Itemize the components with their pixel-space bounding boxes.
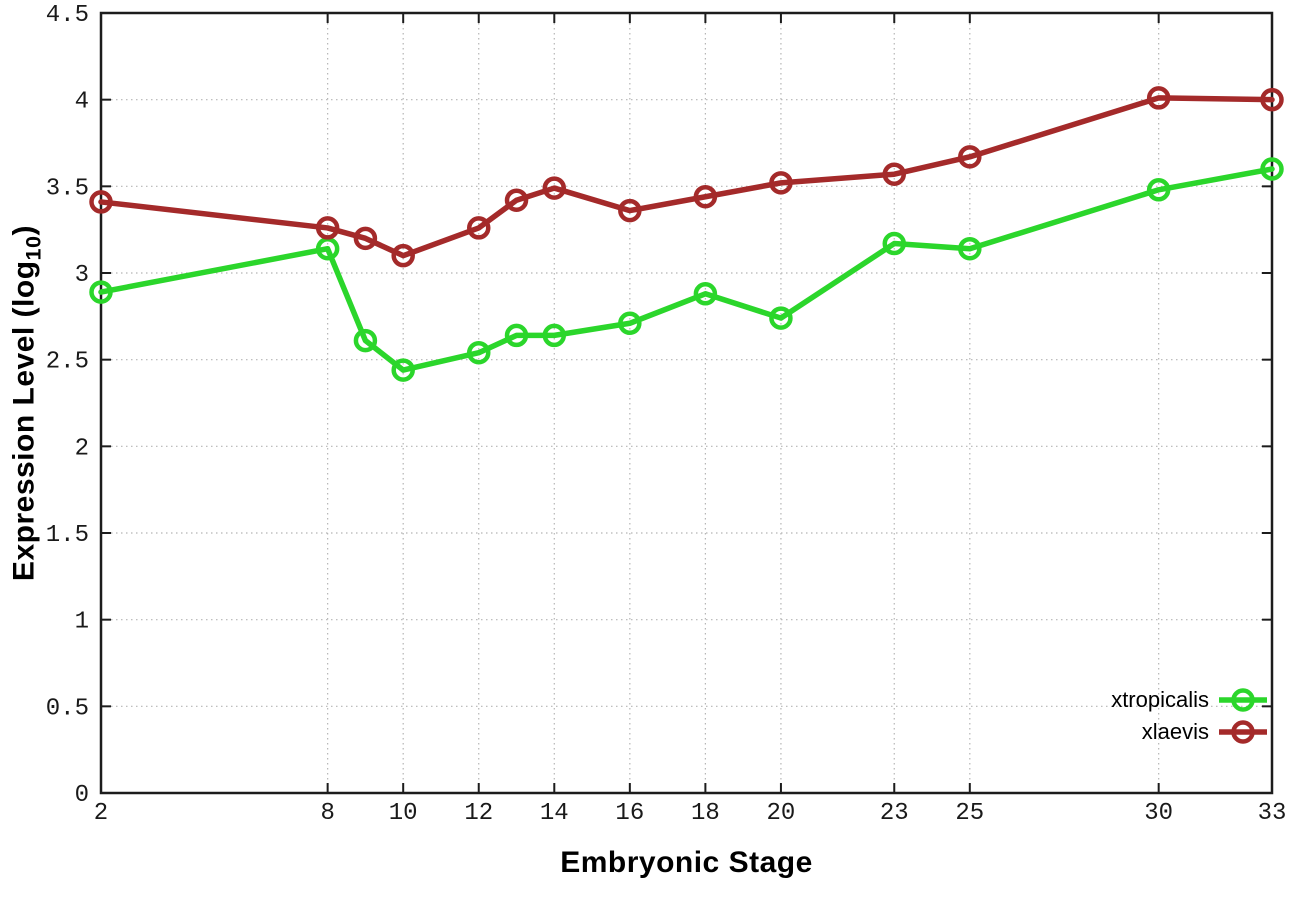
y-axis-title-suffix: ) xyxy=(7,224,41,236)
x-tick-label: 33 xyxy=(1258,800,1287,827)
plot-border xyxy=(99,11,1274,795)
data-point-xlaevis xyxy=(1260,87,1284,112)
line-point-marker-icon xyxy=(1219,687,1267,712)
data-point-xlaevis xyxy=(504,188,529,212)
data-point-xlaevis xyxy=(89,190,113,214)
y-axis-title-subscript: 10 xyxy=(20,235,46,261)
y-axis-title: Expression Level (log10) xyxy=(8,225,47,581)
y-tick-label: 4.5 xyxy=(46,2,89,29)
series-line-xlaevis xyxy=(98,95,1275,259)
data-point-xtropicalis xyxy=(769,306,793,330)
y-tick-label: 1.5 xyxy=(46,522,89,549)
x-tick-label: 14 xyxy=(540,800,569,827)
data-point-xlaevis xyxy=(769,171,793,195)
y-tick-label: 4 xyxy=(75,89,89,116)
y-tick-label: 3.5 xyxy=(46,175,89,202)
data-point-xlaevis xyxy=(618,198,642,223)
data-point-xlaevis xyxy=(353,226,378,251)
y-tick-label: 2 xyxy=(75,435,89,462)
data-point-xlaevis xyxy=(958,145,982,169)
line-point-marker-icon xyxy=(1219,719,1267,744)
y-axis-title-text: Expression Level (log xyxy=(7,260,41,582)
x-tick-label: 30 xyxy=(1144,800,1173,827)
data-point-xtropicalis xyxy=(958,236,982,261)
data-point-xtropicalis xyxy=(391,358,415,382)
data-point-xlaevis xyxy=(542,176,567,200)
data-point-xtropicalis xyxy=(1260,157,1284,181)
x-tick-label: 18 xyxy=(691,800,720,827)
x-tick-label: 8 xyxy=(320,800,334,827)
data-point-xtropicalis xyxy=(504,323,529,348)
x-tick-label: 10 xyxy=(389,800,418,827)
legend-label: xlaevis xyxy=(1141,718,1209,744)
data-point-xtropicalis xyxy=(618,311,642,336)
data-point-xlaevis xyxy=(466,216,491,240)
data-point-xlaevis xyxy=(882,162,907,186)
y-tick-label: 1 xyxy=(75,609,89,636)
x-tick-label: 2 xyxy=(94,800,108,827)
x-tick-label: 12 xyxy=(464,800,493,827)
data-point-xlaevis xyxy=(315,216,340,240)
legend-item: xtropicalis xyxy=(1111,684,1268,715)
data-point-xlaevis xyxy=(391,243,415,268)
data-point-xtropicalis xyxy=(89,280,113,304)
data-point-xlaevis xyxy=(693,184,718,209)
x-tick-label: 25 xyxy=(955,800,984,827)
data-point-xtropicalis xyxy=(693,282,718,306)
data-point-xtropicalis xyxy=(1146,178,1171,202)
x-axis-title: Embryonic Stage xyxy=(560,846,813,879)
data-point-xtropicalis xyxy=(542,323,567,348)
legend-label: xtropicalis xyxy=(1111,686,1209,712)
y-tick-label: 3 xyxy=(75,262,89,289)
x-tick-label: 20 xyxy=(767,800,796,827)
data-point-xtropicalis xyxy=(466,340,491,365)
legend-item: xlaevis xyxy=(1111,716,1268,747)
x-tick-label: 16 xyxy=(615,800,644,827)
y-tick-label: 2.5 xyxy=(46,349,89,376)
data-point-xtropicalis xyxy=(882,231,907,256)
x-tick-label: 23 xyxy=(880,800,909,827)
data-point-xtropicalis xyxy=(353,328,378,353)
legend: xtropicalis xlaevis xyxy=(1111,684,1268,747)
y-tick-label: 0 xyxy=(75,782,89,809)
data-point-xlaevis xyxy=(1146,86,1171,110)
y-tick-label: 0.5 xyxy=(46,695,89,722)
